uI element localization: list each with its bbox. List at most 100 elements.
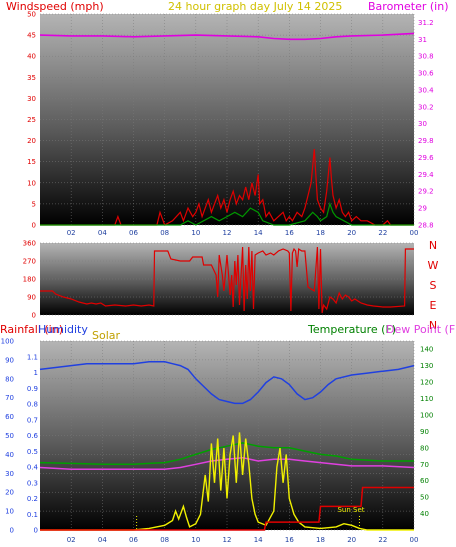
windspeed-axis-label: Windspeed (mph) [6, 0, 104, 13]
series-line [40, 486, 414, 531]
barometer-tick-label: 29.4 [418, 171, 434, 179]
series-line [40, 148, 414, 226]
humidity-tick-label: 100 [1, 338, 14, 346]
x-tick-label: 12 [223, 536, 232, 544]
x-tick-label: 02 [67, 536, 76, 544]
x-tick-label: 04 [98, 229, 107, 237]
barometer-tick-label: 28.8 [418, 222, 434, 230]
barometer-tick-label: 30.6 [418, 70, 434, 78]
temperature-axis-label: Temperature (F) [307, 323, 396, 336]
x-tick-label: 22 [378, 536, 387, 544]
x-tick-label: 10 [191, 229, 200, 237]
x-tick-label: 20 [347, 536, 356, 544]
x-tick-label: 08 [160, 536, 169, 544]
rainfall-tick-label: 0.2 [27, 495, 38, 503]
rainfall-tick-label: 0.1 [27, 511, 38, 519]
compass-letter: S [430, 279, 437, 292]
humidity-tick-label: 0 [10, 527, 14, 535]
x-tick-label: 14 [254, 536, 263, 544]
barometer-tick-label: 29 [418, 205, 427, 213]
x-tick-label: 00 [410, 229, 419, 237]
winddir-tick-label: 0 [32, 312, 36, 320]
wind-x-axis: 02 04 06 08 10 12 14 16 18 20 22 00 [67, 229, 419, 237]
temperature-tick-label: 50 [420, 494, 429, 502]
x-tick-label: 22 [378, 229, 387, 237]
rainfall-tick-label: 0.3 [27, 479, 38, 487]
series-line [39, 361, 415, 405]
rainfall-axis-label: Rainfall (in) [0, 323, 63, 336]
humidity-tick-label: 80 [5, 375, 14, 383]
barometer-axis-label: Barometer (in) [368, 0, 449, 13]
x-tick-label: 02 [67, 229, 76, 237]
rainfall-tick-label: 0.6 [27, 432, 39, 440]
temperature-tick-label: 120 [420, 379, 433, 387]
series-line [39, 456, 415, 470]
sunset-annotation: Sun Set [337, 506, 364, 514]
humidity-tick-label: 40 [5, 451, 14, 459]
windspeed-tick-label: 5 [32, 200, 36, 208]
barometer-tick-label: 29.6 [418, 154, 434, 162]
barometer-tick-label: 31 [418, 36, 427, 44]
windspeed-tick-label: 50 [27, 11, 36, 19]
series-line [39, 32, 415, 41]
winddir-tick-label: 270 [23, 258, 36, 266]
humidity-tick-label: 50 [5, 432, 14, 440]
humidity-tick-label: 20 [5, 489, 14, 497]
temperature-tick-label: 80 [420, 444, 429, 452]
windspeed-tick-label: 35 [27, 74, 36, 82]
temperature-tick-label: 40 [420, 510, 429, 518]
barometer-tick-label: 29.2 [418, 188, 434, 196]
climate-series [39, 361, 415, 531]
rainfall-tick-label: 0 [34, 527, 38, 535]
barometer-right-axis: 28.8 29 29.2 29.4 29.6 29.8 30 30.2 30.4 30.6 30.8… [418, 19, 434, 230]
winddir-tick-label: 180 [23, 276, 36, 284]
rainfall-tick-label: 0.4 [27, 464, 39, 472]
windspeed-tick-label: 30 [27, 95, 36, 103]
x-tick-label: 18 [316, 536, 325, 544]
winddir-left-axis: 0 90 180 270 360 [23, 240, 36, 320]
x-tick-label: 14 [254, 229, 263, 237]
temperature-tick-label: 110 [420, 395, 433, 403]
temperature-tick-label: 90 [420, 428, 429, 436]
x-tick-label: 20 [347, 229, 356, 237]
barometer-tick-label: 31.2 [418, 19, 434, 27]
humidity-tick-label: 70 [5, 394, 14, 402]
compass-letter: W [428, 259, 439, 272]
rainfall-tick-label: 0.5 [27, 448, 38, 456]
winddir-tick-label: 360 [23, 240, 36, 248]
climate-x-axis: 02 04 06 08 10 12 14 16 18 20 22 00 [67, 536, 419, 544]
barometer-tick-label: 30 [418, 120, 427, 128]
windspeed-tick-label: 20 [27, 137, 36, 145]
barometer-tick-label: 30.8 [418, 53, 434, 61]
humidity-tick-label: 60 [5, 413, 14, 421]
temperature-tick-label: 70 [420, 461, 429, 469]
humidity-tick-label: 10 [5, 508, 14, 516]
barometer-tick-label: 30.2 [418, 103, 434, 111]
rainfall-tick-label: 1.1 [27, 353, 38, 361]
graph-title: 24 hour graph day July 14 2025 [168, 0, 342, 13]
windspeed-tick-label: 15 [27, 158, 36, 166]
x-tick-label: 10 [191, 536, 200, 544]
windspeed-tick-label: 25 [27, 116, 36, 124]
wind-series [39, 32, 415, 226]
x-tick-label: 08 [160, 229, 169, 237]
humidity-axis-label: Humidity [38, 323, 88, 336]
series-line [39, 442, 414, 466]
x-tick-label: 06 [129, 229, 138, 237]
rainfall-tick-label: 0.9 [27, 385, 38, 393]
windspeed-tick-label: 0 [32, 222, 36, 230]
x-tick-label: 06 [129, 536, 138, 544]
x-tick-label: 16 [285, 536, 294, 544]
rainfall-tick-label: 1 [34, 369, 38, 377]
solar-axis-label: Solar [92, 329, 121, 342]
compass-letter: N [429, 239, 437, 252]
temperature-tick-label: 60 [420, 477, 429, 485]
temperature-axis: 40 50 60 70 80 90 100 110 120 130 140 [420, 346, 433, 518]
x-tick-label: 00 [410, 536, 419, 544]
x-tick-label: 04 [98, 536, 107, 544]
series-line [40, 246, 414, 314]
compass-letter: N [429, 319, 437, 332]
wind-left-axis: 0 5 10 15 20 25 30 35 40 45 50 [27, 11, 36, 230]
winddir-tick-label: 90 [27, 294, 36, 302]
